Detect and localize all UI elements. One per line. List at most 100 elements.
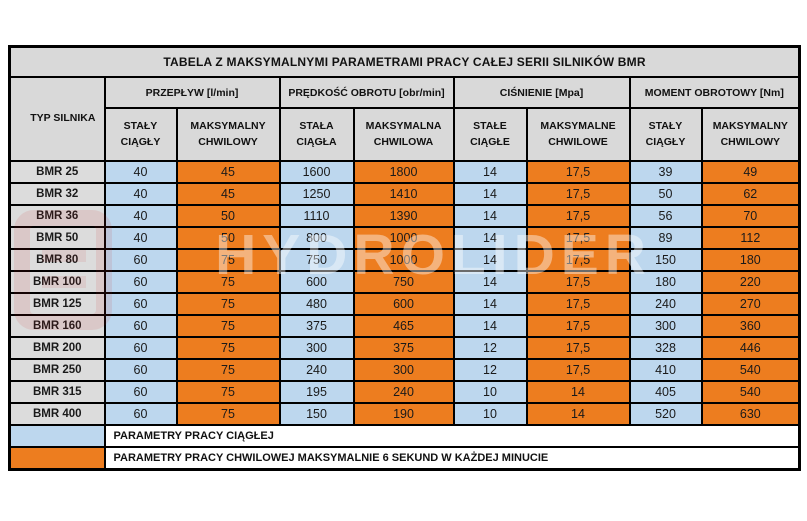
parameters-table: TABELA Z MAKSYMALNYMI PARAMETRAMI PRACY …: [8, 45, 802, 471]
value-cell: 62: [700, 182, 801, 206]
value-cell: 1000: [352, 226, 455, 250]
value-cell: 60: [103, 270, 178, 294]
value-cell: 540: [700, 380, 801, 404]
value-cell: 540: [700, 358, 801, 382]
table-row: BMR 200 60 75 300 375 12 17,5 328 446: [8, 336, 801, 360]
value-cell: 480: [278, 292, 355, 316]
value-cell: 375: [352, 336, 455, 360]
value-cell: 14: [452, 182, 528, 206]
value-cell: 1110: [278, 204, 355, 228]
value-cell: 17,5: [525, 336, 631, 360]
column-group-torque: MOMENT OBROTOWY [Nm]: [628, 76, 801, 109]
motor-type-cell: BMR 36: [8, 204, 106, 228]
value-cell: 17,5: [525, 182, 631, 206]
value-cell: 17,5: [525, 358, 631, 382]
value-cell: 75: [175, 270, 281, 294]
value-cell: 520: [628, 402, 703, 426]
value-cell: 465: [352, 314, 455, 338]
value-cell: 150: [628, 248, 703, 272]
value-cell: 60: [103, 248, 178, 272]
sub-header-pressure-max: MAKSYMALNE CHWILOWE: [525, 107, 631, 162]
value-cell: 112: [700, 226, 801, 250]
column-group-flow: PRZEPŁYW [l/min]: [103, 76, 281, 109]
value-cell: 60: [103, 314, 178, 338]
table-title-row: TABELA Z MAKSYMALNYMI PARAMETRAMI PRACY …: [8, 45, 801, 78]
motor-type-cell: BMR 125: [8, 292, 106, 316]
value-cell: 12: [452, 336, 528, 360]
table-row: BMR 125 60 75 480 600 14 17,5 240 270: [8, 292, 801, 316]
value-cell: 150: [278, 402, 355, 426]
value-cell: 17,5: [525, 292, 631, 316]
sub-header-flow-continuous: STAŁY CIĄGŁY: [103, 107, 178, 162]
value-cell: 180: [700, 248, 801, 272]
value-cell: 240: [628, 292, 703, 316]
table-row: BMR 32 40 45 1250 1410 14 17,5 50 62: [8, 182, 801, 206]
value-cell: 1390: [352, 204, 455, 228]
value-cell: 17,5: [525, 160, 631, 184]
motor-type-cell: BMR 80: [8, 248, 106, 272]
value-cell: 14: [452, 314, 528, 338]
sub-header-torque-max: MAKSYMALNY CHWILOWY: [700, 107, 801, 162]
table-row: BMR 50 40 50 800 1000 14 17,5 89 112: [8, 226, 801, 250]
value-cell: 75: [175, 292, 281, 316]
table-row: BMR 80 60 75 750 1000 14 17,5 150 180: [8, 248, 801, 272]
motor-type-cell: BMR 250: [8, 358, 106, 382]
value-cell: 75: [175, 336, 281, 360]
motor-type-cell: BMR 315: [8, 380, 106, 404]
value-cell: 45: [175, 182, 281, 206]
value-cell: 328: [628, 336, 703, 360]
sub-header-torque-continuous: STAŁY CIĄGŁY: [628, 107, 703, 162]
value-cell: 75: [175, 314, 281, 338]
value-cell: 60: [103, 292, 178, 316]
value-cell: 17,5: [525, 248, 631, 272]
group-header-row: TYP SILNIKA PRZEPŁYW [l/min] PRĘDKOŚĆ OB…: [8, 76, 801, 162]
sub-header-row: STAŁY CIĄGŁY MAKSYMALNY CHWILOWY STAŁA C…: [10, 107, 801, 162]
value-cell: 45: [175, 160, 281, 184]
value-cell: 40: [103, 182, 178, 206]
value-cell: 17,5: [525, 226, 631, 250]
value-cell: 75: [175, 402, 281, 426]
value-cell: 300: [628, 314, 703, 338]
value-cell: 446: [700, 336, 801, 360]
table-title: TABELA Z MAKSYMALNYMI PARAMETRAMI PRACY …: [8, 45, 801, 78]
sub-header-speed-continuous: STAŁA CIĄGŁA: [278, 107, 355, 162]
table-row: BMR 160 60 75 375 465 14 17,5 300 360: [8, 314, 801, 338]
value-cell: 60: [103, 358, 178, 382]
value-cell: 1600: [278, 160, 355, 184]
value-cell: 1410: [352, 182, 455, 206]
value-cell: 10: [452, 380, 528, 404]
value-cell: 17,5: [525, 204, 631, 228]
motor-type-cell: BMR 400: [8, 402, 106, 426]
value-cell: 1250: [278, 182, 355, 206]
value-cell: 49: [700, 160, 801, 184]
motor-type-cell: BMR 25: [8, 160, 106, 184]
value-cell: 75: [175, 358, 281, 382]
value-cell: 14: [525, 402, 631, 426]
value-cell: 1800: [352, 160, 455, 184]
value-cell: 240: [352, 380, 455, 404]
table-row: BMR 36 40 50 1110 1390 14 17,5 56 70: [8, 204, 801, 228]
table-row: BMR 250 60 75 240 300 12 17,5 410 540: [8, 358, 801, 382]
value-cell: 40: [103, 226, 178, 250]
value-cell: 220: [700, 270, 801, 294]
value-cell: 50: [175, 204, 281, 228]
value-cell: 630: [700, 402, 801, 426]
value-cell: 56: [628, 204, 703, 228]
value-cell: 14: [452, 292, 528, 316]
value-cell: 300: [352, 358, 455, 382]
legend-label-momentary: PARAMETRY PRACY CHWILOWEJ MAKSYMALNIE 6 …: [103, 446, 801, 470]
legend-label-continuous: PARAMETRY PRACY CIĄGŁEJ: [103, 424, 801, 448]
table-row: BMR 100 60 75 600 750 14 17,5 180 220: [8, 270, 801, 294]
column-group-speed: PRĘDKOŚĆ OBROTU [obr/min]: [278, 76, 455, 109]
value-cell: 1000: [352, 248, 455, 272]
value-cell: 14: [452, 204, 528, 228]
value-cell: 800: [278, 226, 355, 250]
table-row: BMR 400 60 75 150 190 10 14 520 630: [8, 402, 801, 426]
legend-swatch-continuous: [8, 424, 106, 448]
value-cell: 14: [452, 248, 528, 272]
value-cell: 10: [452, 402, 528, 426]
value-cell: 89: [628, 226, 703, 250]
value-cell: 14: [452, 160, 528, 184]
motor-type-cell: BMR 100: [8, 270, 106, 294]
